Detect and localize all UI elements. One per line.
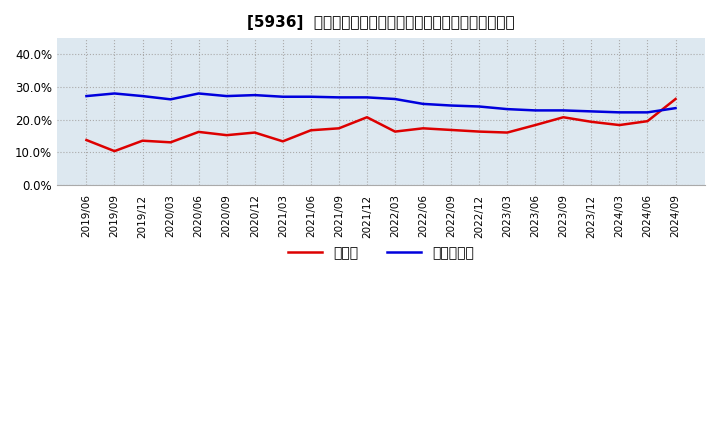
有利子負債 — [671, 106, 680, 111]
現預金 — [307, 128, 315, 133]
現預金 — [531, 122, 539, 128]
現預金 — [222, 132, 231, 138]
有利子負債 — [82, 93, 91, 99]
現預金 — [615, 122, 624, 128]
現預金 — [82, 137, 91, 143]
現預金 — [587, 119, 595, 125]
現預金 — [419, 126, 428, 131]
Legend: 現預金, 有利子負債: 現預金, 有利子負債 — [282, 241, 480, 266]
現預金 — [559, 114, 567, 120]
現預金 — [503, 130, 511, 135]
現預金 — [391, 129, 400, 134]
現預金 — [447, 127, 456, 132]
Title: [5936]  現預金、有利子負債の総資産に対する比率の推移: [5936] 現預金、有利子負債の総資産に対する比率の推移 — [247, 15, 515, 30]
有利子負債 — [307, 94, 315, 99]
有利子負債 — [559, 108, 567, 113]
現預金 — [671, 96, 680, 102]
有利子負債 — [503, 106, 511, 112]
有利子負債 — [251, 92, 259, 98]
有利子負債 — [587, 109, 595, 114]
現預金 — [166, 139, 175, 145]
現預金 — [335, 126, 343, 131]
Line: 有利子負債: 有利子負債 — [86, 93, 675, 112]
有利子負債 — [419, 101, 428, 106]
有利子負債 — [279, 94, 287, 99]
有利子負債 — [615, 110, 624, 115]
有利子負債 — [643, 110, 652, 115]
Line: 現預金: 現預金 — [86, 99, 675, 151]
有利子負債 — [335, 95, 343, 100]
現預金 — [363, 114, 372, 120]
有利子負債 — [475, 104, 484, 109]
現預金 — [251, 130, 259, 135]
現預金 — [279, 139, 287, 144]
現預金 — [110, 148, 119, 154]
有利子負債 — [166, 97, 175, 102]
有利子負債 — [110, 91, 119, 96]
有利子負債 — [138, 93, 147, 99]
有利子負債 — [363, 95, 372, 100]
現預金 — [138, 138, 147, 143]
現預金 — [643, 118, 652, 124]
有利子負債 — [531, 108, 539, 113]
現預金 — [475, 129, 484, 134]
有利子負債 — [447, 103, 456, 108]
有利子負債 — [222, 93, 231, 99]
有利子負債 — [391, 96, 400, 102]
現預金 — [194, 129, 203, 135]
有利子負債 — [194, 91, 203, 96]
